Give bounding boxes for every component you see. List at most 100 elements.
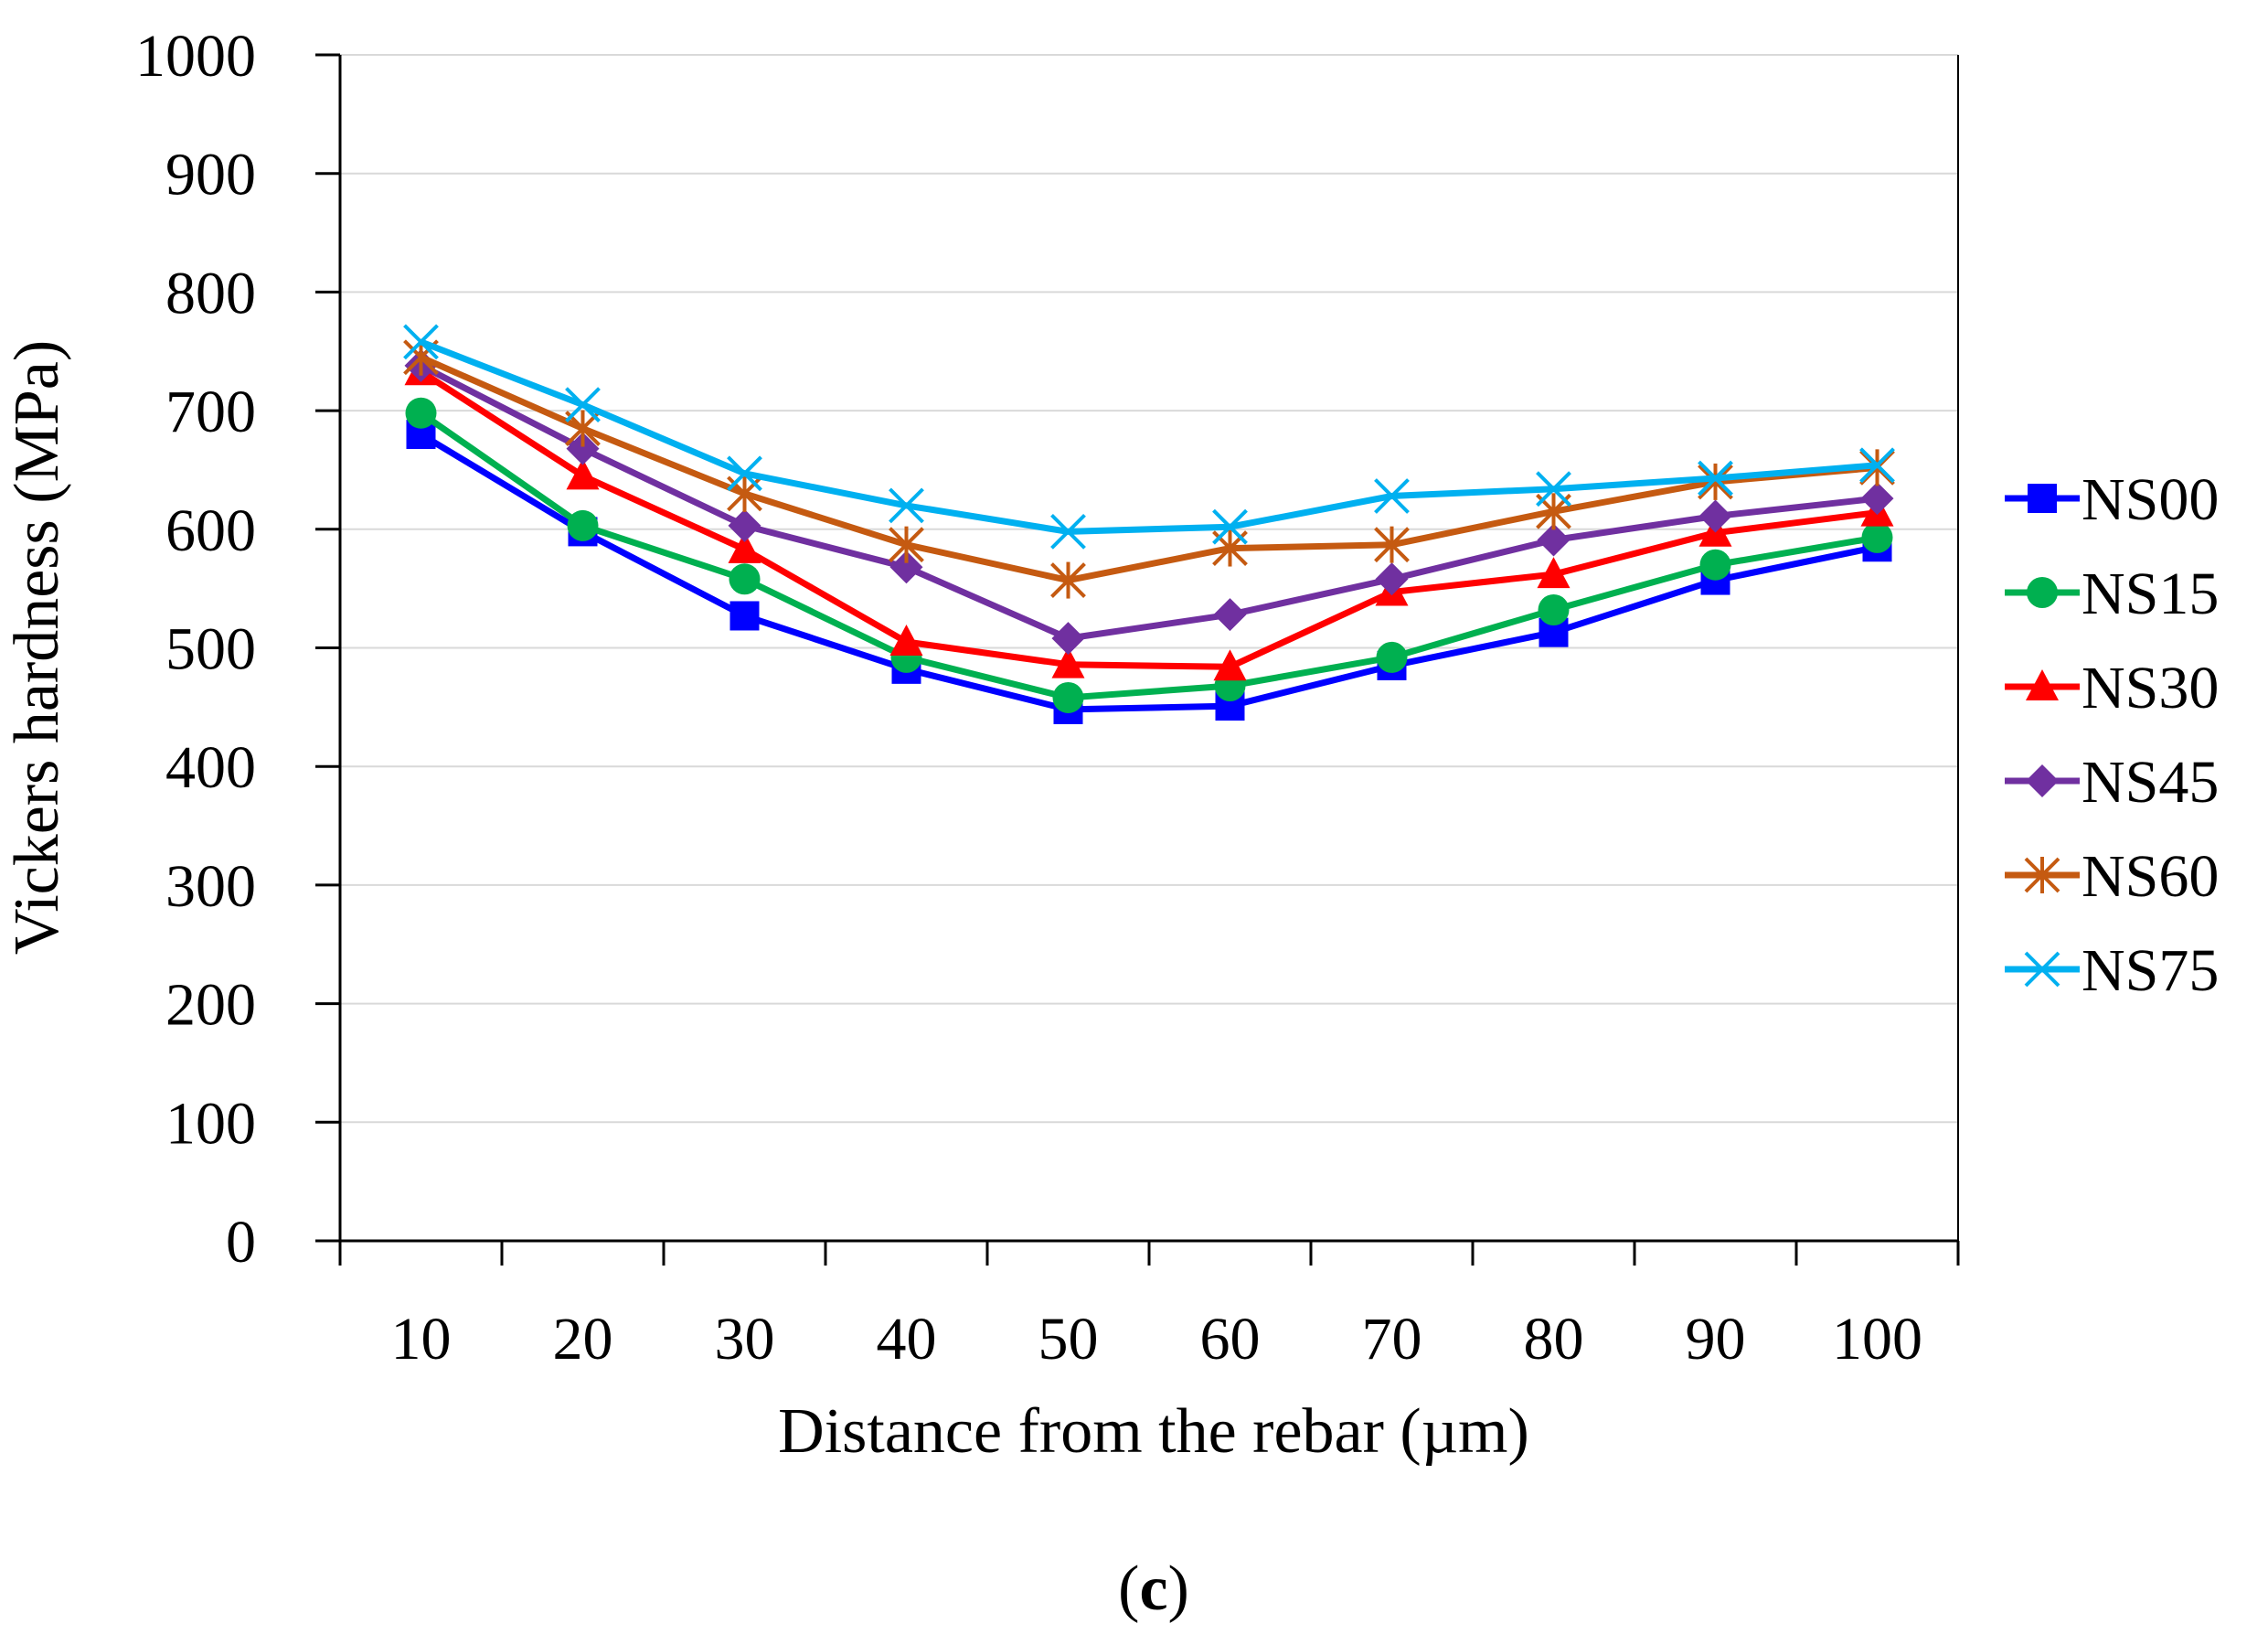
legend-entry-ns00: NS00 <box>2005 466 2219 533</box>
legend-label-ns15: NS15 <box>2082 561 2219 627</box>
series-ns30 <box>404 354 1894 681</box>
y-tick-label-400: 400 <box>165 734 256 801</box>
legend-label-ns45: NS45 <box>2082 749 2219 816</box>
x-tick-label-60: 60 <box>1200 1306 1261 1373</box>
y-tick-label-1000: 1000 <box>135 23 256 90</box>
y-axis-label: Vickers hardness (MPa) <box>2 340 72 955</box>
x-tick-label-30: 30 <box>715 1306 775 1373</box>
series-ns75 <box>403 324 1895 550</box>
data-point-ns15-70 <box>1376 641 1408 673</box>
data-point-ns15-50 <box>1052 681 1084 713</box>
legend-label-ns75: NS75 <box>2082 937 2219 1004</box>
data-point-ns15-10 <box>405 397 437 429</box>
legend-label-ns00: NS00 <box>2082 466 2219 533</box>
series-line-ns15 <box>419 410 1879 701</box>
x-tick-label-20: 20 <box>553 1306 613 1373</box>
data-point-ns30-20 <box>566 458 600 490</box>
y-tick-label-0: 0 <box>226 1209 256 1276</box>
x-tick-label-100: 100 <box>1832 1306 1922 1373</box>
legend-marker-ns75 <box>2024 951 2060 988</box>
data-point-ns60-30 <box>727 475 762 512</box>
data-point-ns75-30 <box>727 455 762 492</box>
legend: NS00 NS15 NS30 NS45 NS60 NS75 <box>2005 466 2219 1004</box>
series-line-ns75 <box>420 338 1878 535</box>
x-tick-label-40: 40 <box>877 1306 937 1373</box>
data-point-ns60-70 <box>1374 526 1410 563</box>
series-layer <box>403 324 1895 724</box>
data-point-ns75-60 <box>1212 508 1248 545</box>
legend-marker-ns15 <box>2027 577 2058 608</box>
data-point-ns45-80 <box>1537 523 1571 557</box>
series-ns45 <box>404 348 1894 656</box>
legend-entry-ns75: NS75 <box>2005 937 2219 1004</box>
data-point-ns75-70 <box>1374 478 1410 514</box>
x-axis-ticks: 10 20 30 40 50 60 70 80 90 100 <box>338 1241 1960 1373</box>
y-tick-label-100: 100 <box>165 1090 256 1157</box>
legend-entry-ns45: NS45 <box>2005 749 2219 816</box>
x-tick-label-70: 70 <box>1362 1306 1422 1373</box>
data-point-ns15-80 <box>1538 593 1570 625</box>
caption-letter: c <box>1139 1554 1167 1624</box>
legend-marker-ns30 <box>2026 669 2059 700</box>
figure-caption: (c) <box>1118 1554 1189 1624</box>
series-ns00 <box>406 420 1892 724</box>
data-point-ns75-40 <box>889 487 924 524</box>
legend-label-ns60: NS60 <box>2082 843 2219 910</box>
data-point-ns60-40 <box>889 526 924 563</box>
data-point-ns30-40 <box>889 625 923 657</box>
series-line-ns30 <box>419 369 1878 670</box>
y-tick-label-800: 800 <box>165 260 256 326</box>
data-point-ns45-40 <box>889 550 923 584</box>
caption-close-paren: ) <box>1168 1554 1189 1624</box>
data-point-ns45-20 <box>566 432 600 465</box>
y-tick-label-900: 900 <box>165 142 256 208</box>
y-tick-label-600: 600 <box>165 497 256 564</box>
legend-marker-ns45 <box>2026 764 2059 797</box>
y-tick-label-700: 700 <box>165 379 256 445</box>
data-point-ns75-50 <box>1050 513 1086 550</box>
legend-marker-ns00 <box>2028 484 2057 513</box>
data-point-ns45-100 <box>1860 482 1894 516</box>
data-point-ns15-90 <box>1699 549 1731 581</box>
data-point-ns75-20 <box>565 387 601 423</box>
data-point-ns75-80 <box>1536 471 1571 507</box>
data-point-ns60-50 <box>1050 561 1086 599</box>
data-point-ns15-30 <box>729 563 761 595</box>
series-line-ns45 <box>419 362 1878 642</box>
data-point-ns45-60 <box>1213 598 1247 632</box>
series-line-ns00 <box>419 432 1879 713</box>
data-point-ns45-90 <box>1698 499 1732 533</box>
data-point-ns75-90 <box>1698 460 1733 497</box>
y-tick-label-500: 500 <box>165 616 256 683</box>
data-point-ns15-100 <box>1861 521 1893 553</box>
x-tick-label-90: 90 <box>1686 1306 1746 1373</box>
data-point-ns75-10 <box>403 324 439 360</box>
data-point-ns15-20 <box>567 509 599 541</box>
data-point-ns30-80 <box>1537 557 1571 589</box>
data-point-ns30-50 <box>1051 646 1085 678</box>
y-tick-label-200: 200 <box>165 972 256 1039</box>
legend-label-ns30: NS30 <box>2082 655 2219 721</box>
caption-open-paren: ( <box>1118 1554 1139 1624</box>
legend-entry-ns30: NS30 <box>2005 655 2219 721</box>
legend-entry-ns15: NS15 <box>2005 561 2219 627</box>
x-tick-label-10: 10 <box>391 1306 452 1373</box>
data-point-ns45-70 <box>1375 562 1409 596</box>
series-line-ns60 <box>420 354 1878 584</box>
data-point-ns00-30 <box>729 601 760 631</box>
x-axis-label: Distance from the rebar (µm) <box>778 1396 1529 1467</box>
data-point-ns45-30 <box>728 508 761 542</box>
data-point-ns75-100 <box>1859 447 1895 484</box>
y-tick-label-300: 300 <box>165 853 256 920</box>
data-point-ns45-50 <box>1051 622 1085 656</box>
data-point-ns60-90 <box>1698 463 1733 500</box>
data-point-ns30-60 <box>1213 649 1247 681</box>
axes <box>338 55 1959 1243</box>
y-axis-ticks: 0 100 200 300 400 500 600 700 800 900 1000 <box>135 23 340 1276</box>
legend-marker-ns60 <box>2024 857 2060 893</box>
x-tick-label-80: 80 <box>1524 1306 1584 1373</box>
x-tick-label-50: 50 <box>1038 1306 1099 1373</box>
legend-entry-ns60: NS60 <box>2005 843 2219 910</box>
data-point-ns30-30 <box>728 531 761 563</box>
